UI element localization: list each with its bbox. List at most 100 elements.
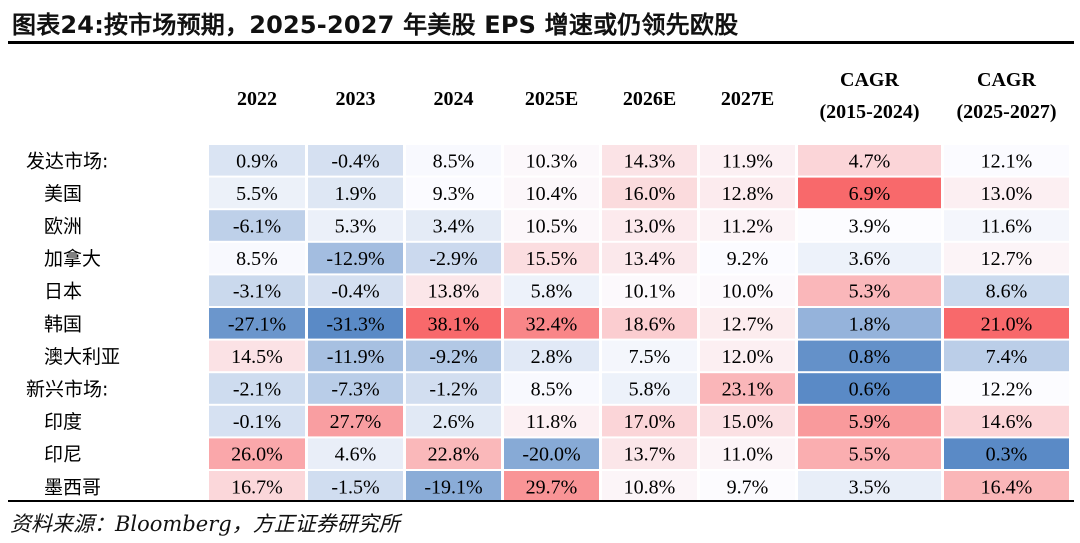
- cell-value: -19.1%: [424, 476, 482, 498]
- cell-value: 1.8%: [849, 313, 891, 335]
- cell-value: 0.8%: [849, 346, 891, 368]
- cell-value: -2.9%: [429, 248, 477, 270]
- column-header-subline: (2015-2024): [820, 101, 920, 123]
- cell-value: 8.5%: [236, 248, 278, 270]
- cell-value: 13.8%: [428, 281, 480, 303]
- cell-value: 27.7%: [330, 411, 382, 433]
- cell-value: 13.4%: [624, 248, 676, 270]
- heatmap-cell: [308, 145, 403, 176]
- cell-value: 11.9%: [722, 150, 773, 172]
- cell-value: 2.6%: [433, 411, 475, 433]
- heatmap-cell: [308, 275, 403, 306]
- cell-value: 38.1%: [428, 313, 480, 335]
- cell-value: 10.4%: [526, 183, 578, 205]
- row-label: 欧洲: [44, 216, 82, 238]
- heatmap-cell: [406, 308, 501, 339]
- cell-value: 16.0%: [624, 183, 676, 205]
- cell-value: 5.9%: [849, 411, 891, 433]
- cell-value: 12.0%: [722, 346, 774, 368]
- heatmap-cell: [944, 340, 1069, 372]
- cell-value: 9.7%: [727, 476, 769, 498]
- heatmap-cell: [602, 210, 697, 241]
- cell-value: 10.0%: [722, 281, 774, 303]
- column-header: 2025E: [525, 88, 578, 110]
- cell-value: -27.1%: [228, 313, 286, 335]
- cell-value: 10.5%: [526, 216, 578, 238]
- heatmap-cell: [209, 405, 305, 437]
- heatmap-cell: [798, 405, 941, 437]
- cell-value: 7.5%: [629, 346, 671, 368]
- heatmap-cell: [944, 275, 1069, 306]
- heatmap-cell: [798, 340, 941, 372]
- heatmap-cell: [602, 373, 697, 404]
- row-label: 印尼: [44, 444, 82, 466]
- cell-value: 11.2%: [722, 216, 773, 238]
- heatmap-cell: [700, 145, 795, 176]
- heatmap-cell: [504, 275, 599, 306]
- cell-value: 5.3%: [335, 216, 377, 238]
- heatmap-cell: [798, 308, 941, 339]
- cell-value: 9.3%: [433, 183, 475, 205]
- cell-value: -6.1%: [233, 216, 281, 238]
- heatmap-cell: [406, 145, 501, 176]
- heatmap-cell: [700, 308, 795, 339]
- column-header-subline: (2025-2027): [957, 101, 1057, 123]
- cell-value: 13.7%: [624, 444, 676, 466]
- heatmap-cell: [504, 438, 599, 469]
- cell-value: 14.3%: [624, 150, 676, 172]
- row-label: 加拿大: [44, 247, 101, 270]
- heatmap-cell: [798, 145, 941, 176]
- cell-value: 14.5%: [231, 346, 283, 368]
- row-label: 墨西哥: [44, 476, 101, 498]
- cell-value: 7.4%: [986, 346, 1028, 368]
- heatmap-cell: [308, 405, 403, 437]
- heatmap-cell: [700, 275, 795, 306]
- column-header: 2027E: [721, 88, 774, 110]
- column-header: CAGR: [977, 69, 1036, 91]
- cell-value: -7.3%: [331, 379, 379, 401]
- heatmap-cell: [602, 340, 697, 372]
- cell-value: 5.5%: [849, 444, 891, 466]
- cell-value: 12.7%: [722, 313, 774, 335]
- cell-value: 12.1%: [981, 150, 1033, 172]
- heatmap-cell: [308, 373, 403, 404]
- cell-value: -1.2%: [429, 379, 477, 401]
- cell-value: 5.8%: [531, 281, 573, 303]
- heatmap-cell: [944, 373, 1069, 404]
- heatmap-cell: [602, 471, 697, 502]
- heatmap-cell: [308, 438, 403, 469]
- heatmap-cell: [308, 242, 403, 274]
- heatmap-cell: [406, 177, 501, 209]
- top-rule: [8, 41, 1074, 44]
- heatmap-cell: [944, 145, 1069, 176]
- heatmap-cell: [406, 373, 501, 404]
- cell-value: 3.9%: [849, 216, 891, 238]
- cell-value: 9.2%: [727, 248, 769, 270]
- heatmap-cell: [700, 340, 795, 372]
- column-header: 2023: [336, 88, 376, 110]
- cell-value: 13.0%: [981, 183, 1033, 205]
- cell-value: 8.5%: [531, 379, 573, 401]
- row-label: 美国: [44, 183, 82, 205]
- heatmap-cell: [944, 210, 1069, 241]
- cell-value: 16.4%: [981, 476, 1033, 498]
- cell-value: -20.0%: [522, 444, 580, 466]
- cell-value: 11.6%: [981, 216, 1032, 238]
- cell-value: 3.4%: [433, 216, 475, 238]
- cell-value: 22.8%: [428, 444, 480, 466]
- heatmap-cell: [602, 242, 697, 274]
- bottom-rule: [8, 500, 1074, 502]
- heatmap-cell: [504, 242, 599, 274]
- heatmap-cell: [700, 438, 795, 469]
- row-label: 日本: [44, 281, 82, 303]
- heatmap-cell: [944, 438, 1069, 469]
- heatmap-cell: [944, 471, 1069, 502]
- heatmap-cell: [406, 275, 501, 306]
- cell-value: 11.0%: [722, 444, 773, 466]
- cell-value: 12.2%: [981, 379, 1033, 401]
- cell-value: 0.3%: [986, 444, 1028, 466]
- cell-value: -1.5%: [331, 476, 379, 498]
- cell-value: -0.4%: [331, 281, 379, 303]
- cell-value: 3.6%: [849, 248, 891, 270]
